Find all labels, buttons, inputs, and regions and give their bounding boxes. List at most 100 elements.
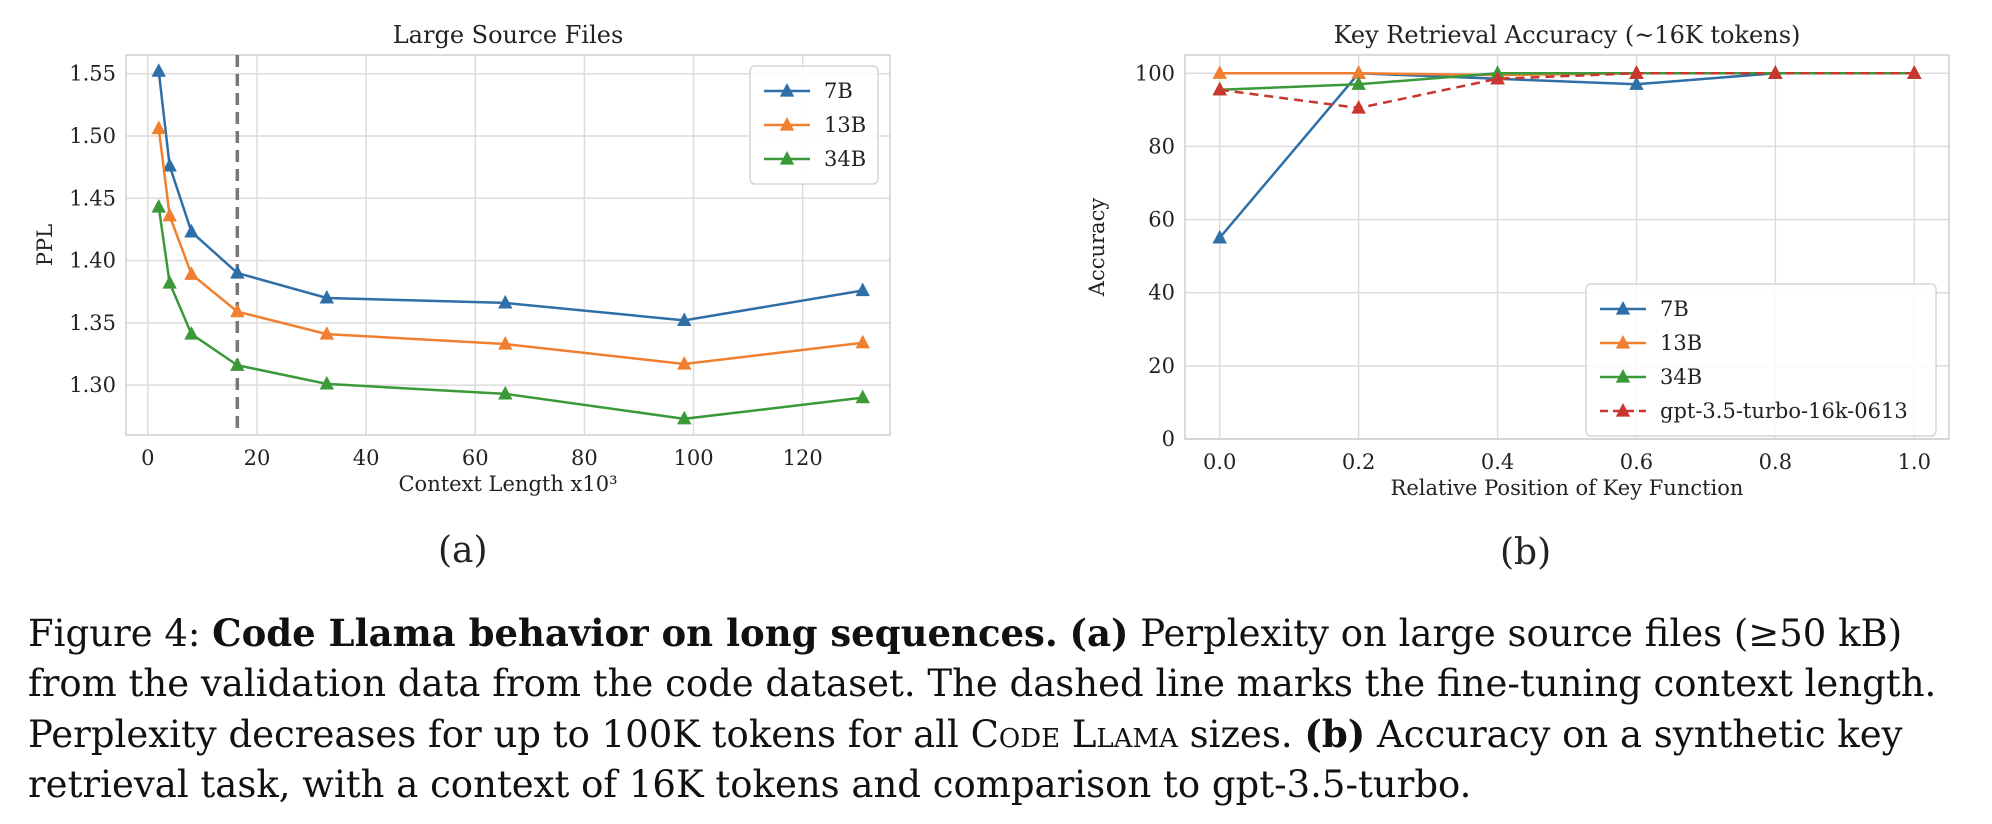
data-point-gpt-3.5-turbo-16k-0613-0 [1212, 81, 1227, 96]
data-point-gpt-3.5-turbo-16k-0613-1 [1351, 100, 1366, 114]
legend-box [1585, 283, 1937, 437]
x-tick-label-4: 80 [571, 446, 598, 470]
data-point-7B-3 [1629, 76, 1644, 90]
caption-a-text: Perplexity on large source files (≥50 kB… [28, 612, 1937, 756]
data-point-13B-3 [230, 303, 245, 318]
legend-marker-34B [1615, 369, 1631, 383]
data-point-13B-0 [1212, 65, 1227, 79]
y-tick-label-3: 60 [1148, 208, 1175, 232]
data-point-34B-1 [1351, 76, 1366, 90]
y-tick-label-5: 1.55 [69, 62, 116, 86]
data-point-7B-1 [162, 157, 177, 172]
caption-prefix: Figure 4: [28, 612, 213, 655]
series-line-34B [157, 206, 863, 421]
x-tick-label-0: 0.0 [1203, 450, 1236, 474]
panel-label-a: (a) [438, 530, 488, 571]
y-tick-label-5: 100 [1135, 61, 1175, 85]
x-axis-label: Relative Position of Key Function [1391, 476, 1744, 500]
y-axis-label: Accuracy [1085, 198, 1109, 298]
data-point-34B-4 [319, 375, 335, 390]
x-tick-label-3: 0.6 [1620, 450, 1653, 474]
data-point-34B-2 [184, 326, 199, 340]
data-point-7B-0 [1212, 229, 1227, 244]
x-tick-label-2: 40 [353, 446, 380, 470]
legend-label-13B: 13B [824, 113, 866, 137]
data-point-13B-4 [319, 326, 335, 340]
data-point-34B-6 [677, 410, 692, 425]
chart-title: Large Source Files [393, 21, 624, 49]
data-point-7B-3 [230, 265, 245, 279]
legend-marker-34B [779, 151, 795, 165]
y-tick-label-3: 1.45 [69, 186, 116, 210]
legend-label-34B: 34B [1660, 365, 1702, 389]
caption-model-name: Code Llama [970, 713, 1178, 756]
legend-label-34B: 34B [824, 147, 866, 171]
x-axis-label: Context Length x10³ [398, 472, 617, 496]
data-point-13B-7 [855, 334, 870, 349]
chart-large-source-files: 0 20 40 60 80 100 120 1.30 1.35 1.40 1.45 1.50 1.55 L… [33, 21, 891, 496]
caption-b-label: (b) [1304, 712, 1366, 756]
x-tick-label-5: 100 [673, 446, 713, 470]
series-line-7B [1218, 72, 1915, 239]
data-point-13B-6 [677, 355, 692, 370]
chart-title: Key Retrieval Accuracy (~16K tokens) [1334, 21, 1801, 49]
x-tick-label-0: 0 [141, 446, 154, 470]
data-point-gpt-3.5-turbo-16k-0613-2 [1490, 70, 1505, 85]
legend-label-gpt-3.5-turbo-16k-0613: gpt-3.5-turbo-16k-0613 [1660, 399, 1908, 423]
data-point-34B-7 [855, 389, 870, 404]
legend-label-13B: 13B [1660, 331, 1702, 355]
plot-frame [125, 54, 891, 436]
x-tick-label-3: 60 [462, 446, 489, 470]
caption-b-text: Accuracy on a synthetic key retrieval ta… [28, 713, 1903, 806]
data-point-13B-5 [498, 336, 513, 350]
data-point-34B-5 [498, 385, 513, 400]
legend-marker-7B [1615, 301, 1631, 315]
data-point-13B-0 [151, 120, 166, 135]
x-tick-label-1: 20 [244, 446, 271, 470]
plot-frame [1184, 54, 1950, 440]
series-line-7B [157, 71, 863, 322]
y-tick-label-2: 40 [1148, 281, 1175, 305]
data-point-7B-4 [319, 289, 335, 304]
y-tick-label-4: 80 [1148, 134, 1175, 158]
data-point-gpt-3.5-turbo-16k-0613-3 [1629, 65, 1644, 79]
caption-title: Code Llama behavior on long sequences. [212, 611, 1058, 655]
x-tick-label-2: 0.4 [1481, 450, 1514, 474]
y-tick-label-1: 20 [1148, 354, 1175, 378]
legend-marker-13B [779, 117, 795, 131]
data-point-13B-1 [1351, 65, 1366, 79]
data-point-7B-6 [677, 312, 692, 326]
y-tick-label-0: 0 [1162, 427, 1175, 451]
data-point-7B-5 [498, 294, 513, 309]
panel-label-b: (b) [1500, 532, 1552, 573]
x-tick-label-1: 0.2 [1342, 450, 1375, 474]
legend-label-7B: 7B [1660, 297, 1689, 321]
data-point-gpt-3.5-turbo-16k-0613-5 [1907, 65, 1922, 79]
data-point-13B-2 [184, 266, 199, 280]
y-tick-label-2: 1.40 [69, 249, 116, 273]
series-line-13B [157, 128, 863, 366]
figure-caption: Figure 4: Code Llama behavior on long se… [28, 608, 1968, 810]
data-point-34B-3 [230, 357, 245, 371]
y-tick-label-4: 1.50 [69, 124, 116, 148]
x-tick-label-5: 1.0 [1898, 450, 1931, 474]
data-point-7B-7 [855, 282, 870, 297]
data-point-7B-2 [184, 223, 199, 238]
x-tick-label-4: 0.8 [1759, 450, 1792, 474]
data-point-gpt-3.5-turbo-16k-0613-4 [1768, 65, 1783, 79]
caption-a-text-end: sizes. [1177, 713, 1305, 756]
series-line-gpt-3.5-turbo-16k-0613 [1219, 72, 1915, 110]
legend-label-7B: 7B [824, 79, 853, 103]
data-point-34B-0 [151, 199, 166, 213]
data-point-7B-0 [151, 63, 166, 77]
x-tick-label-6: 120 [783, 446, 823, 470]
y-axis-label: PPL [33, 224, 57, 266]
series-line-34B [1219, 72, 1915, 91]
caption-a-label: (a) [1069, 611, 1129, 655]
legend-marker-13B [1615, 335, 1631, 349]
y-tick-label-1: 1.35 [69, 311, 116, 335]
legend-marker-gpt-3.5-turbo-16k-0613 [1615, 403, 1631, 417]
data-point-13B-1 [162, 207, 177, 222]
y-tick-label-0: 1.30 [69, 373, 116, 397]
legend-marker-7B [779, 83, 795, 97]
